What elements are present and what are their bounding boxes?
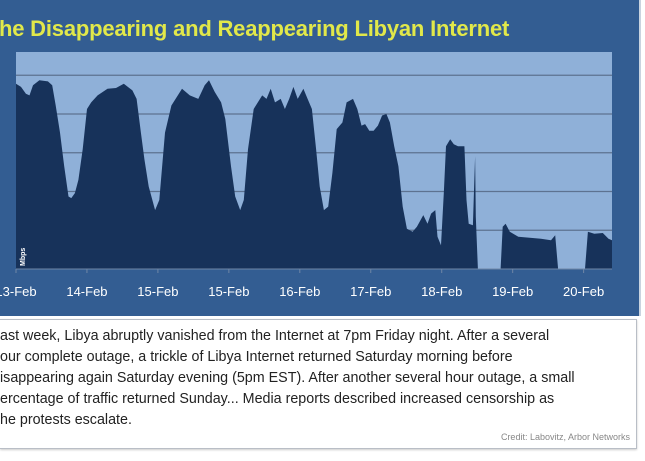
x-tick-label: 19-Feb xyxy=(492,284,533,299)
caption-line: he protests escalate. xyxy=(0,412,132,428)
x-tick-label: 18-Feb xyxy=(421,284,462,299)
chart-title: he Disappearing and Reappearing Libyan I… xyxy=(0,16,510,41)
x-tick-label: 16-Feb xyxy=(279,284,320,299)
caption-box: ast week, Libya abruptly vanished from t… xyxy=(0,319,637,449)
caption-line: ercentage of traffic returned Sunday... … xyxy=(0,391,555,407)
y-axis-label: Mbps xyxy=(20,248,27,266)
x-tick-label: 15-Feb xyxy=(208,284,249,299)
x-tick-label: 14-Feb xyxy=(66,284,107,299)
area-chart: 13-Feb 14-Feb 15-Feb 15-Feb 16-Feb 17-Feb 18-F… xyxy=(0,52,612,299)
caption-line: ast week, Libya abruptly vanished from t… xyxy=(0,328,550,344)
x-tick-label: 20-Feb xyxy=(563,284,604,299)
x-tick-label: 17-Feb xyxy=(350,284,391,299)
credit-text: Credit: Labovitz, Arbor Networks xyxy=(500,432,630,442)
traffic-area-series xyxy=(16,80,612,269)
x-tick-label: 15-Feb xyxy=(137,284,178,299)
caption-line: isappearing again Saturday evening (5pm … xyxy=(0,370,575,386)
x-tick-label: 13-Feb xyxy=(0,284,37,299)
caption-line: our complete outage, a trickle of Libya … xyxy=(0,349,513,365)
